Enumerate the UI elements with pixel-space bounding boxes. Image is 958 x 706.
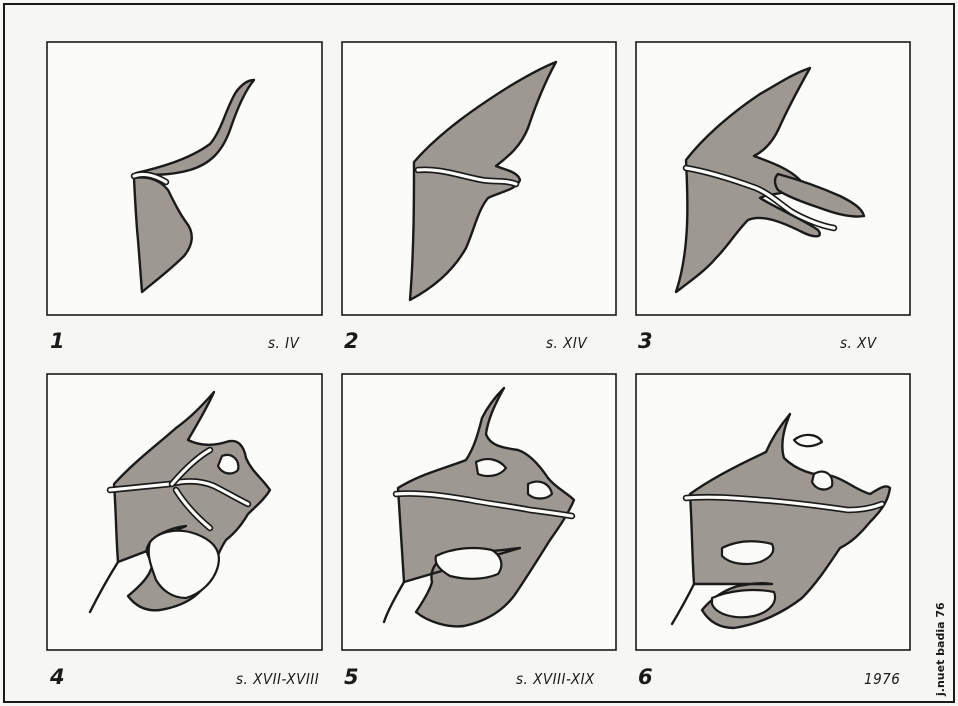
panel-3: 3 s. XV — [635, 41, 911, 353]
panel-1: 1 s. IV — [46, 41, 323, 353]
panel-5-bay — [474, 458, 508, 478]
panel-5-delta-lake — [526, 480, 554, 500]
panel-5-period: s. XVIII-XIX — [516, 670, 595, 688]
panel-1-land-north — [134, 78, 256, 176]
panel-6-southern-lagoon — [710, 588, 777, 619]
author-credit: j.nuet badia 76 — [934, 602, 947, 697]
panel-6-number: 6 — [638, 665, 653, 689]
panel-5-number: 5 — [344, 665, 359, 689]
panel-3-land-main — [674, 66, 821, 294]
panel-4-number: 4 — [49, 665, 65, 689]
panel-5-coast — [382, 580, 406, 624]
panel-4: 4 s. XVII-XVIII — [46, 373, 323, 689]
panel-6-bay — [792, 433, 824, 448]
panel-6: 6 1976 — [635, 373, 911, 689]
panel-6-lagoon — [720, 540, 775, 566]
panel-6-delta-lake — [810, 470, 834, 491]
panel-5-lagoon — [434, 546, 503, 580]
panel-5: 5 s. XVIII-XIX — [341, 373, 617, 689]
panel-2: 2 s. XIV — [341, 41, 617, 353]
panel-6-period: 1976 — [864, 670, 900, 688]
panel-2-period: s. XIV — [546, 334, 588, 352]
panel-1-land-south — [132, 176, 193, 294]
panel-1-number: 1 — [50, 329, 65, 353]
panel-1-period: s. IV — [268, 334, 301, 352]
panel-6-coast — [670, 582, 696, 626]
panel-4-coast — [88, 560, 120, 614]
panel-3-island — [773, 172, 866, 218]
panel-2-number: 2 — [344, 329, 359, 353]
panel-1-frame — [46, 41, 323, 316]
panel-4-lagoon — [147, 529, 220, 600]
panel-6-land — [688, 412, 892, 630]
panel-3-number: 3 — [638, 329, 653, 353]
outer-border — [3, 3, 955, 703]
panel-4-period: s. XVII-XVIII — [236, 670, 319, 688]
panel-4-bay — [216, 453, 240, 475]
panel-3-period: s. XV — [840, 334, 878, 352]
